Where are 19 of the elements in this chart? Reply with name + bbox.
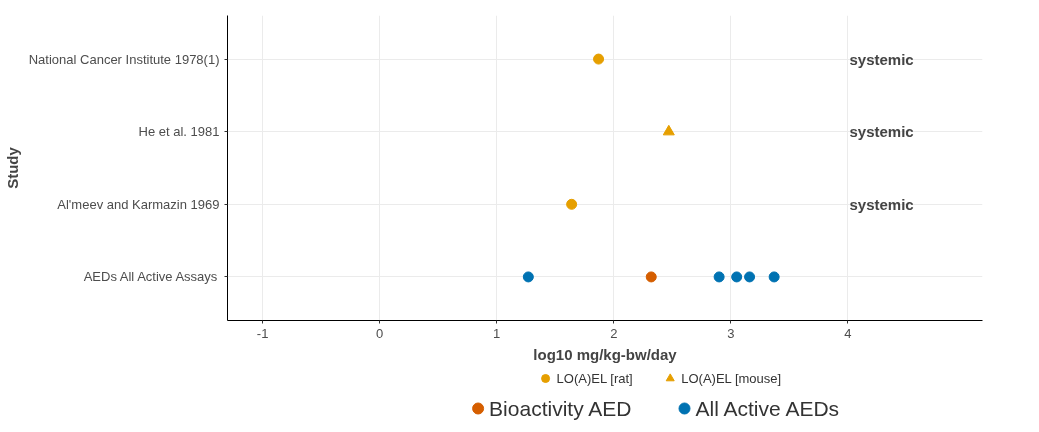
y-tick-label: National Cancer Institute 1978(1) — [28, 51, 220, 67]
annotation: systemic — [849, 195, 914, 213]
x-tick-label: 3 — [727, 325, 735, 341]
x-axis-title: log10 mg/kg-bw/day — [533, 345, 678, 363]
legend-label: All Active AEDs — [695, 397, 840, 420]
legend-label: Bioactivity AED — [489, 397, 632, 420]
x-tick-label: 1 — [493, 325, 501, 341]
x-tick-label: -1 — [256, 325, 269, 341]
x-tick-label: 2 — [610, 325, 618, 341]
annotation: systemic — [849, 123, 914, 141]
y-axis-title: Study — [3, 146, 21, 189]
x-tick-label: 4 — [844, 325, 852, 341]
y-tick-label: Al'meev and Karmazin 1969 — [57, 196, 220, 212]
legend-label: LO(A)EL [rat] — [556, 371, 633, 386]
annotation: systemic — [849, 50, 914, 68]
x-tick-label: 0 — [376, 325, 384, 341]
y-tick-label: AEDs All Active Assays — [83, 269, 218, 285]
y-tick-label: He et al. 1981 — [138, 124, 220, 140]
legend-label: LO(A)EL [mouse] — [681, 371, 782, 386]
